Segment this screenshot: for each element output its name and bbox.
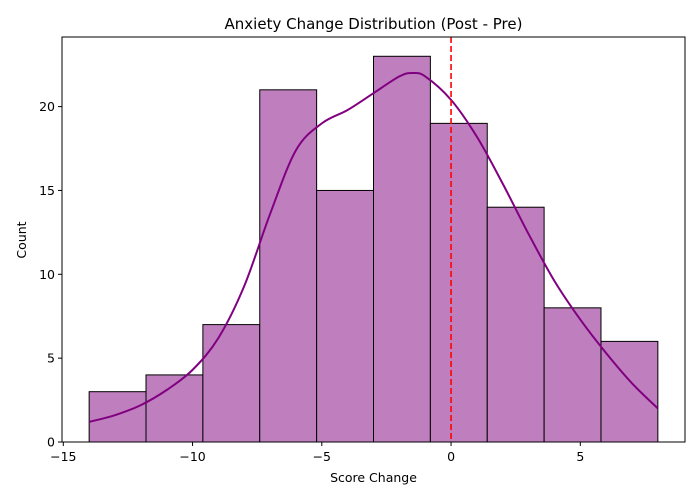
y-tick-label: 0 xyxy=(47,435,55,450)
y-tick-label: 15 xyxy=(39,183,55,198)
y-tick-label: 5 xyxy=(47,351,55,366)
histogram-bar xyxy=(316,189,374,443)
y-tick-label: 20 xyxy=(39,99,55,114)
chart-title: Anxiety Change Distribution (Post - Pre) xyxy=(225,15,523,33)
histogram-bar xyxy=(145,374,204,443)
x-axis-ticks: −15 −10 −5 0 5 xyxy=(50,442,584,464)
bars-group xyxy=(88,55,659,443)
x-axis-title: Score Change xyxy=(330,470,417,485)
x-tick-label: 0 xyxy=(447,449,455,464)
histogram-bar xyxy=(543,307,602,443)
y-axis-ticks: 0 5 10 15 20 xyxy=(39,99,62,450)
histogram-bar xyxy=(373,55,431,443)
histogram-bar xyxy=(259,89,318,443)
histogram-bar xyxy=(486,206,545,443)
plot-frame xyxy=(61,36,686,443)
kde-curve xyxy=(88,71,659,423)
x-tick-label: −10 xyxy=(179,449,205,464)
y-tick-label: 10 xyxy=(39,267,55,282)
x-tick-label: −5 xyxy=(313,449,331,464)
histogram-bar xyxy=(88,391,147,443)
y-axis-title: Count xyxy=(14,221,29,258)
x-tick-label: −15 xyxy=(50,449,76,464)
histogram-bar xyxy=(202,324,261,443)
histogram-bar xyxy=(429,122,488,443)
x-tick-label: 5 xyxy=(576,449,584,464)
